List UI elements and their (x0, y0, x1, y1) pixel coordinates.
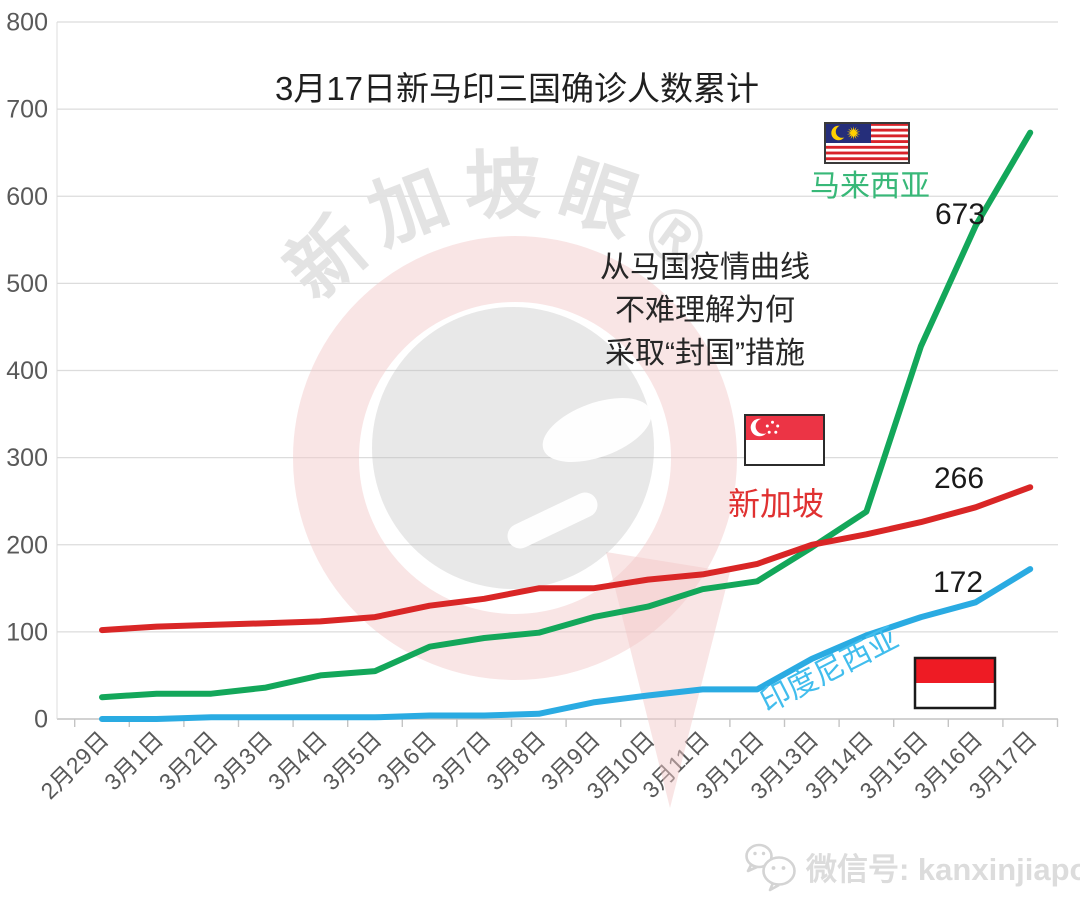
x-tick-label: 3月2日 (154, 726, 223, 795)
x-axis-labels: 2月29日3月1日3月2日3月3日3月4日3月5日3月6日3月7日3月8日3月9… (35, 726, 1041, 804)
y-tick-label: 600 (6, 183, 48, 211)
x-tick-label: 3月4日 (263, 726, 332, 795)
indonesia-series-label: 印度尼西亚 (755, 622, 904, 720)
wechat-icon (745, 843, 796, 892)
annotation-line-2: 不难理解为何 (615, 294, 795, 327)
watermark-tail (606, 552, 730, 808)
y-tick-label: 700 (6, 96, 48, 124)
watermark-eye-handle (507, 492, 598, 549)
singapore-flag-icon (744, 414, 825, 466)
singapore-end-value: 266 (934, 462, 984, 495)
series-lines-layer (99, 129, 1034, 722)
y-tick-label: 400 (6, 357, 48, 385)
x-tick-label: 3月6日 (372, 726, 441, 795)
annotation-line-1: 从马国疫情曲线 (600, 251, 810, 284)
singapore-series-label: 新加坡 (728, 486, 824, 522)
x-tick-label: 2月29日 (35, 726, 113, 804)
watermark-eye-shape (542, 398, 652, 462)
x-tick-label: 3月8日 (481, 726, 550, 795)
x-tick-label: 3月3日 (208, 726, 277, 795)
brand-watermark: 新加坡眼® (271, 143, 737, 808)
gridlines-layer (56, 21, 1059, 727)
series-line-malaysia (99, 129, 1034, 701)
x-tick-label: 3月5日 (318, 726, 387, 795)
watermark-ring (293, 236, 737, 680)
y-tick-label: 100 (6, 618, 48, 646)
y-tick-label: 300 (6, 444, 48, 472)
x-tick-label: 3月1日 (99, 726, 168, 795)
malaysia-flag-icon (824, 122, 910, 164)
y-tick-label: 0 (34, 706, 48, 734)
y-tick-label: 200 (6, 531, 48, 559)
malaysia-end-value: 673 (935, 198, 985, 231)
y-tick-label: 500 (6, 270, 48, 298)
y-tick-label: 800 (6, 9, 48, 37)
wechat-id-label: 微信号: kanxinjiapo (805, 852, 1080, 887)
annotation-line-3: 采取“封国”措施 (605, 337, 805, 370)
annotation-text: 从马国疫情曲线 不难理解为何 采取“封国”措施 (600, 251, 810, 370)
indonesia-end-value: 172 (933, 566, 983, 599)
footer: 微信号: kanxinjiapo (745, 843, 1080, 892)
indonesia-flag-icon (913, 656, 997, 710)
y-axis-labels: 0 100 200 300 400 500 600 700 800 (6, 9, 48, 734)
x-tick-label: 3月7日 (427, 726, 496, 795)
series-line-indonesia (99, 566, 1034, 722)
chart-title: 3月17日新马印三国确诊人数累计 (275, 70, 759, 107)
series-line-singapore (99, 484, 1034, 634)
malaysia-series-label: 马来西亚 (810, 170, 930, 203)
